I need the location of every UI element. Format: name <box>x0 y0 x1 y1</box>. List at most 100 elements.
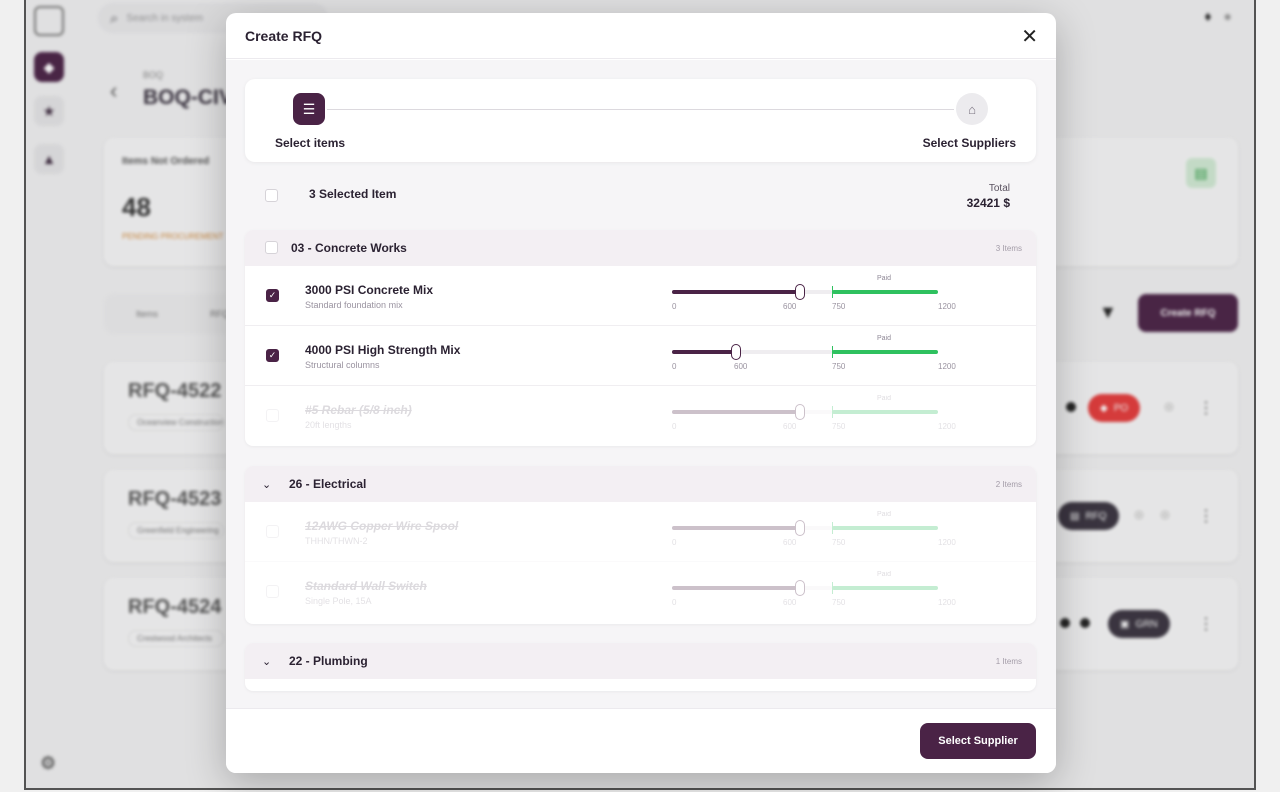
tick-label: 750 <box>832 538 846 547</box>
search-placeholder: Search in system <box>126 12 204 24</box>
item-description: THHN/THWN-2 <box>305 536 368 546</box>
create-rfq-page-button[interactable]: Create RFQ <box>1138 294 1238 332</box>
paid-label: Paid <box>877 571 892 578</box>
more-options-icon[interactable]: ⋮ <box>1198 508 1214 525</box>
item-description: Standard foundation mix <box>305 300 403 310</box>
group-header[interactable]: 03 - Concrete Works 3 Items <box>245 230 1036 266</box>
slider-handle[interactable] <box>795 520 805 536</box>
chevron-down-icon[interactable]: ⌄ <box>262 655 272 668</box>
status-badge[interactable]: ◆ PO <box>1088 394 1141 422</box>
logo <box>34 6 64 36</box>
select-all-checkbox[interactable] <box>265 189 278 202</box>
sidebar-item-dashboard[interactable]: ◆ <box>34 52 64 82</box>
tab-rfq[interactable]: RFQ <box>210 309 230 319</box>
step-select-suppliers[interactable]: Select Suppliers <box>922 136 1016 150</box>
back-chevron-icon[interactable]: ‹ <box>110 78 118 103</box>
quantity-slider[interactable]: Paid 0 600 750 1200 <box>672 395 956 440</box>
status-dot <box>1164 402 1174 412</box>
slider-handle[interactable] <box>795 580 805 596</box>
list-item[interactable]: ✓ 4000 PSI High Strength Mix Structural co… <box>245 326 1036 386</box>
modal-header: Create RFQ ✕ <box>226 13 1056 59</box>
item-group: ⌄ 26 - Electrical 2 Items 12AWG Copper Wire… <box>245 466 1036 624</box>
search-input[interactable]: ⌕ Search in system <box>98 3 328 33</box>
modal-body: ☰ ⌂ Select items Select Suppliers 3 Sele… <box>226 60 1056 708</box>
tick-label: 1200 <box>938 598 956 607</box>
chevron-down-icon[interactable]: ⌄ <box>262 478 272 491</box>
rfq-id: RFQ-4524 <box>128 596 222 618</box>
slider-track[interactable] <box>672 586 832 590</box>
badge-icon: ▣ <box>1120 618 1130 630</box>
item-description: Single Pole, 15A <box>305 596 372 606</box>
badge-label: RFQ <box>1085 510 1107 522</box>
paid-start-marker <box>832 286 833 298</box>
tick-label: 750 <box>832 422 846 431</box>
paid-range-bar <box>832 350 938 354</box>
list-item[interactable]: ✓ 3000 PSI Concrete Mix Standard foundatio… <box>245 266 1036 326</box>
export-excel-icon[interactable]: ▤ <box>1186 158 1216 188</box>
quantity-slider[interactable]: Paid 0 600 750 1200 <box>672 335 956 380</box>
status-dot <box>1134 510 1144 520</box>
slider-handle[interactable] <box>795 284 805 300</box>
tab-items[interactable]: Items <box>136 309 159 319</box>
selection-summary: 3 Selected Item Total 32421 $ <box>245 172 1036 218</box>
stat-subtext: PENDING PROCUREMENT <box>122 232 224 241</box>
paid-start-marker <box>832 346 833 358</box>
select-supplier-button[interactable]: Select Supplier <box>920 723 1036 759</box>
item-checkbox[interactable]: ✓ <box>266 289 279 302</box>
list-icon[interactable]: ☰ <box>293 93 325 125</box>
stepper: ☰ ⌂ Select items Select Suppliers <box>245 79 1036 162</box>
tick-label: 750 <box>832 362 846 371</box>
more-options-icon[interactable]: ⋮ <box>1198 400 1214 417</box>
top-right-icons: ♦ ● <box>1204 8 1232 24</box>
item-checkbox[interactable]: ✓ <box>266 349 279 362</box>
list-item[interactable]: #5 Rebar (5/8 inch) 20ft lengths Paid 0 600 7… <box>245 386 1036 446</box>
page-title: BOQ-CIV <box>143 86 233 109</box>
slider-track[interactable] <box>672 410 832 414</box>
slider-fill <box>672 410 800 414</box>
tick-label: 1200 <box>938 302 956 311</box>
slider-track[interactable] <box>672 350 832 354</box>
item-name: Standard Wall Switch <box>305 579 427 593</box>
status-dot <box>1080 618 1090 628</box>
more-options-icon[interactable]: ⋮ <box>1198 616 1214 633</box>
item-checkbox[interactable] <box>266 409 279 422</box>
filter-icon[interactable]: ▼ <box>1099 302 1117 322</box>
paid-label: Paid <box>877 335 892 342</box>
tick-label: 1200 <box>938 362 956 371</box>
group-header[interactable]: ⌄ 26 - Electrical 2 Items <box>245 466 1036 502</box>
quantity-slider[interactable]: Paid 0 600 750 1200 <box>672 511 956 556</box>
slider-handle[interactable] <box>795 404 805 420</box>
quantity-slider[interactable]: Paid 0 600 750 1200 <box>672 571 956 616</box>
settings-gear-icon[interactable]: ⚙ <box>40 753 57 773</box>
rfq-id: RFQ-4522 <box>128 380 222 402</box>
sidebar-item-projects[interactable]: ★ <box>34 96 64 126</box>
status-dot <box>1160 510 1170 520</box>
list-item[interactable]: Standard Wall Switch Single Pole, 15A Paid… <box>245 562 1036 622</box>
total-label: Total <box>988 183 1010 194</box>
status-dot <box>1066 402 1076 412</box>
item-name: 3000 PSI Concrete Mix <box>305 283 434 297</box>
item-checkbox[interactable] <box>266 585 279 598</box>
step-select-items[interactable]: Select items <box>275 136 346 150</box>
item-name: 4000 PSI High Strength Mix <box>305 343 461 357</box>
paid-label: Paid <box>877 511 892 518</box>
group-header[interactable]: ⌄ 22 - Plumbing 1 Items <box>245 643 1036 679</box>
slider-track[interactable] <box>672 526 832 530</box>
avatar[interactable]: ● <box>1223 8 1232 24</box>
quantity-slider[interactable]: Paid 0 600 750 1200 <box>672 275 956 320</box>
supplier-icon[interactable]: ⌂ <box>956 93 988 125</box>
paid-range-bar <box>832 586 938 590</box>
status-badge[interactable]: ▣ GRN <box>1108 610 1170 638</box>
group-checkbox[interactable] <box>265 241 278 254</box>
sidebar-item-suppliers[interactable]: ▲ <box>34 144 64 174</box>
status-badge[interactable]: ▤ RFQ <box>1058 502 1119 530</box>
item-checkbox[interactable] <box>266 525 279 538</box>
close-icon[interactable]: ✕ <box>1021 26 1038 48</box>
slider-fill <box>672 586 800 590</box>
tick-label: 1200 <box>938 422 956 431</box>
notification-bell-icon[interactable]: ♦ <box>1204 8 1212 24</box>
list-item[interactable]: 12AWG Copper Wire Spool THHN/THWN-2 Paid 0 6… <box>245 502 1036 562</box>
badge-label: GRN <box>1135 618 1158 630</box>
slider-handle[interactable] <box>731 344 741 360</box>
group-name: 03 - Concrete Works <box>291 241 407 255</box>
